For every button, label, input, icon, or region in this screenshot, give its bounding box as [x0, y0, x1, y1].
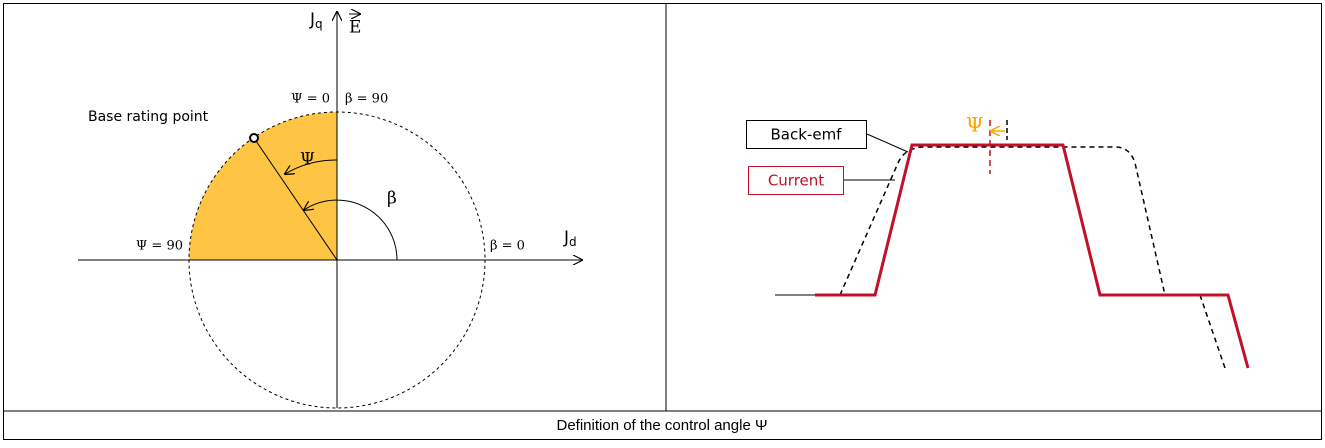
- base-point-label: Base rating point: [88, 109, 209, 125]
- psi-angle: Ψ: [300, 150, 315, 170]
- caption: Definition of the control angle Ψ: [557, 417, 768, 434]
- q-axis-label: Jq: [309, 10, 323, 31]
- waveform-diagram: Ψ Back-emf Current: [746, 113, 1250, 369]
- psi-arc: [285, 159, 338, 174]
- current-box: [748, 166, 844, 195]
- psi-ninety: Ψ = 90: [136, 239, 183, 254]
- beta-ninety: β = 90: [345, 92, 388, 107]
- beta-angle: β: [387, 189, 397, 209]
- psi-label: Ψ: [966, 113, 984, 137]
- d-axis-label: Jd: [563, 228, 577, 249]
- psi-zero: Ψ = 0: [291, 92, 330, 107]
- back-emf-wave: [839, 146, 1226, 369]
- base-point-marker: [249, 133, 259, 143]
- e-axis-label: E: [349, 18, 361, 38]
- back-emf-box: [746, 120, 867, 149]
- current-vector: [253, 137, 338, 261]
- current-label: Current: [768, 172, 824, 190]
- quadrant-fill: [189, 112, 337, 260]
- current-wave: [815, 143, 1250, 369]
- table-frame: [3, 3, 1322, 440]
- back-emf-leader: [866, 133, 909, 153]
- beta-arc: [304, 199, 398, 261]
- beta-zero: β = 0: [490, 239, 525, 254]
- phasor-diagram: Jq E Jd Ψ = 0 β = 90 Base rating point Ψ…: [78, 10, 582, 409]
- back-emf-label: Back-emf: [771, 126, 843, 144]
